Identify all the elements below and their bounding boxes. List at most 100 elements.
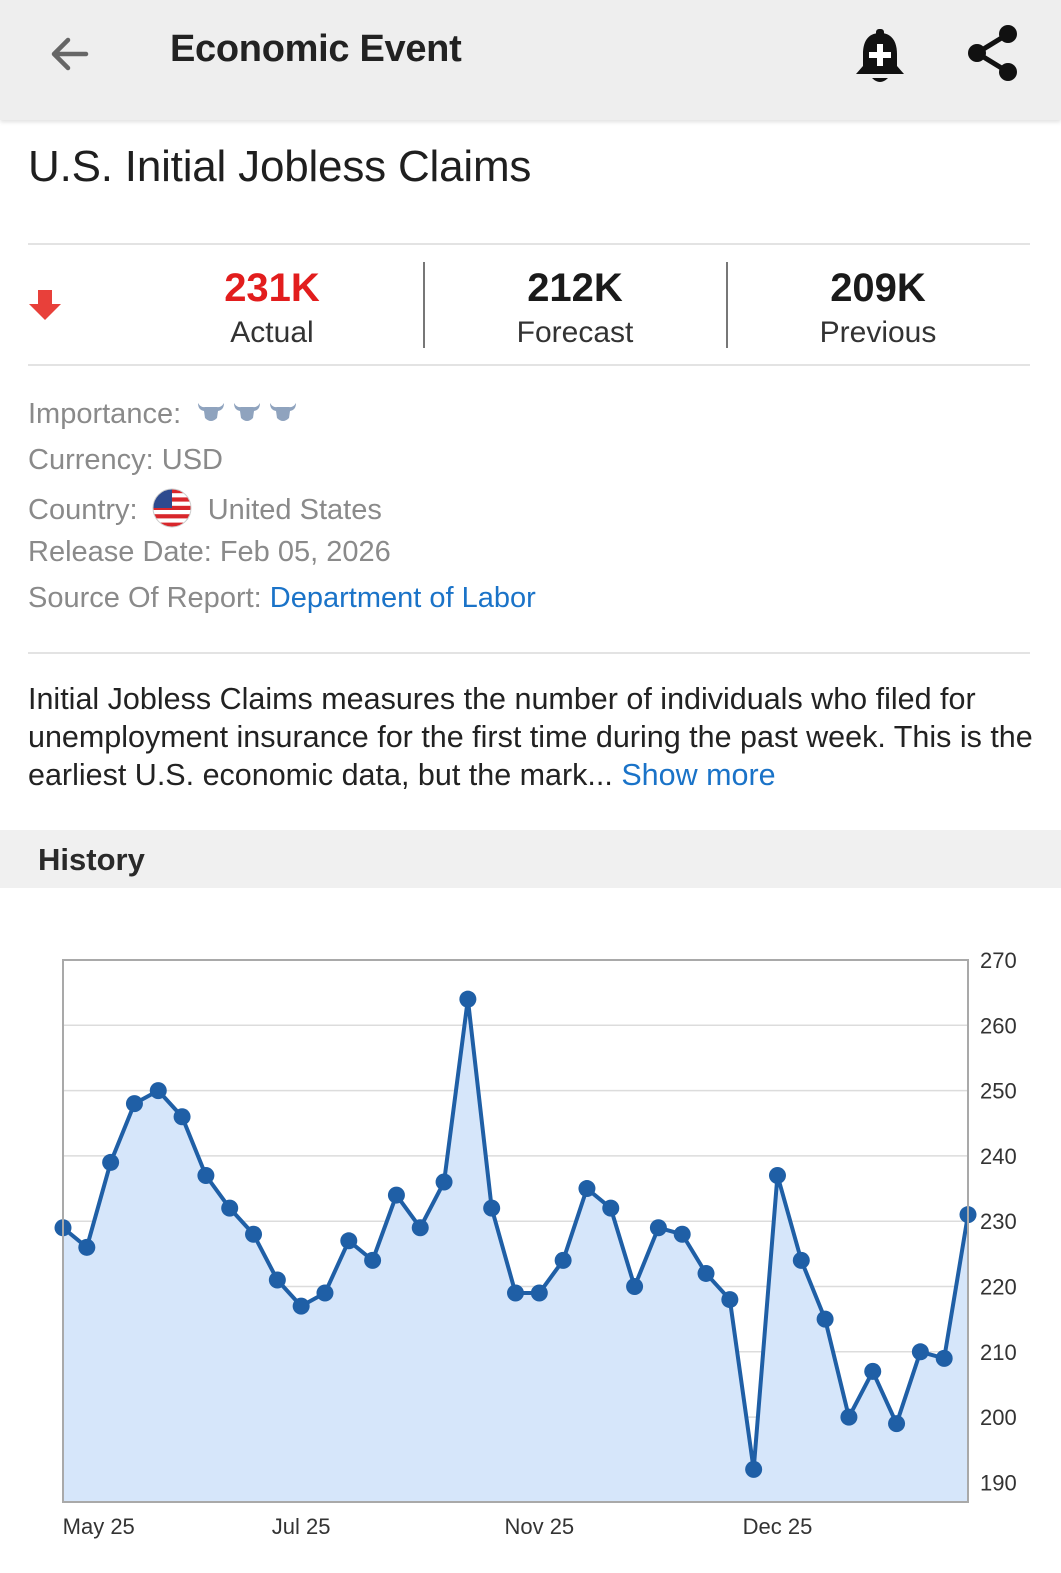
bull-icon (270, 403, 297, 421)
data-point[interactable] (387, 1186, 405, 1204)
actual-label: Actual (230, 316, 314, 349)
data-point[interactable] (125, 1095, 143, 1113)
share-icon (968, 25, 1017, 81)
importance-label: Importance: (28, 398, 182, 430)
history-title: History (38, 842, 145, 877)
data-point[interactable] (459, 990, 477, 1008)
data-point[interactable] (840, 1408, 858, 1426)
y-tick-label: 210 (980, 1340, 1017, 1365)
back-button[interactable] (40, 28, 96, 84)
data-point[interactable] (292, 1297, 310, 1315)
data-point[interactable] (673, 1225, 691, 1243)
y-tick-label: 190 (980, 1470, 1017, 1495)
data-point[interactable] (268, 1271, 286, 1289)
chart-frame (62, 959, 969, 1503)
data-point[interactable] (197, 1166, 215, 1184)
us-flag-icon (152, 488, 192, 528)
y-tick-label: 260 (980, 1013, 1017, 1038)
history-chart[interactable]: 190 200 210 220 230 240 250 260 270 May 25 Jul 25… (0, 930, 1061, 1570)
source-row: Source Of Report: Department of Labor (28, 580, 536, 616)
data-point[interactable] (316, 1284, 334, 1302)
actual-value-block: 231K Actual (122, 262, 422, 352)
data-point[interactable] (411, 1219, 429, 1237)
release-date-label: Release Date: (28, 536, 212, 568)
app-bar-title: Economic Event (170, 28, 462, 70)
description-text: Initial Jobless Claims measures the numb… (28, 682, 1033, 792)
data-point[interactable] (245, 1225, 263, 1243)
add-alert-button[interactable] (850, 24, 910, 88)
data-point[interactable] (435, 1173, 453, 1191)
share-button[interactable] (962, 22, 1024, 84)
data-point[interactable] (602, 1199, 620, 1217)
y-tick-label: 270 (980, 948, 1017, 973)
x-tick-label: Nov 25 (504, 1514, 574, 1539)
data-point[interactable] (935, 1349, 953, 1367)
currency-row: Currency: USD (28, 442, 223, 478)
bull-icon (234, 403, 261, 421)
divider (28, 243, 1030, 245)
data-point[interactable] (864, 1362, 882, 1380)
data-point[interactable] (530, 1284, 548, 1302)
arrow-down-icon (29, 290, 61, 320)
arrow-left-icon (51, 37, 89, 71)
data-point[interactable] (173, 1108, 191, 1126)
actual-value: 231K (224, 266, 320, 310)
y-tick-label: 200 (980, 1405, 1017, 1430)
currency-value: USD (161, 444, 223, 476)
show-more-link[interactable]: Show more (621, 758, 776, 792)
data-point[interactable] (507, 1284, 524, 1302)
data-point[interactable] (483, 1199, 501, 1217)
data-point[interactable] (78, 1238, 96, 1256)
data-point[interactable] (554, 1251, 572, 1269)
country-row: Country: United States (28, 488, 382, 528)
x-tick-label: Jul 25 (272, 1514, 331, 1539)
forecast-value-block: 212K Forecast (425, 262, 725, 352)
data-point[interactable] (364, 1251, 382, 1269)
x-tick-label: Dec 25 (743, 1514, 813, 1539)
data-point[interactable] (649, 1219, 667, 1237)
release-date-row: Release Date: Feb 05, 2026 (28, 534, 391, 570)
bull-icon (198, 403, 225, 421)
importance-row: Importance: (28, 396, 299, 432)
data-point[interactable] (697, 1264, 715, 1282)
data-point[interactable] (792, 1251, 810, 1269)
country-label: Country: (28, 494, 138, 526)
divider (28, 652, 1030, 654)
y-tick-label: 250 (980, 1079, 1017, 1104)
y-tick-label: 240 (980, 1144, 1017, 1169)
data-point[interactable] (816, 1310, 834, 1328)
data-point[interactable] (745, 1460, 763, 1478)
app-bar: Economic Event (0, 0, 1061, 120)
data-point[interactable] (911, 1343, 929, 1361)
data-point[interactable] (149, 1082, 167, 1100)
data-point[interactable] (888, 1415, 906, 1433)
country-value: United States (207, 494, 382, 526)
data-point[interactable] (221, 1199, 239, 1217)
source-label: Source Of Report: (28, 582, 262, 614)
data-point[interactable] (578, 1180, 596, 1198)
series-area (63, 999, 968, 1502)
previous-label: Previous (819, 316, 937, 349)
event-description: Initial Jobless Claims measures the numb… (28, 680, 1038, 794)
bell-plus-icon (856, 29, 904, 82)
data-point[interactable] (102, 1153, 120, 1171)
separator (423, 262, 425, 348)
divider (28, 364, 1030, 366)
data-point[interactable] (768, 1166, 786, 1184)
importance-bulls (198, 403, 297, 421)
previous-value-block: 209K Previous (728, 262, 1028, 352)
history-header: History (0, 830, 1061, 888)
event-title: U.S. Initial Jobless Claims (28, 142, 532, 191)
data-point[interactable] (721, 1291, 739, 1309)
data-point[interactable] (626, 1278, 644, 1296)
y-tick-label: 230 (980, 1209, 1017, 1234)
separator (726, 262, 728, 348)
currency-label: Currency: (28, 444, 154, 476)
data-point[interactable] (340, 1232, 358, 1250)
release-date-value: Feb 05, 2026 (219, 536, 391, 568)
forecast-label: Forecast (516, 316, 634, 349)
previous-value: 209K (830, 266, 926, 310)
y-tick-label: 220 (980, 1275, 1017, 1300)
source-link[interactable]: Department of Labor (269, 582, 536, 614)
forecast-value: 212K (527, 266, 623, 310)
